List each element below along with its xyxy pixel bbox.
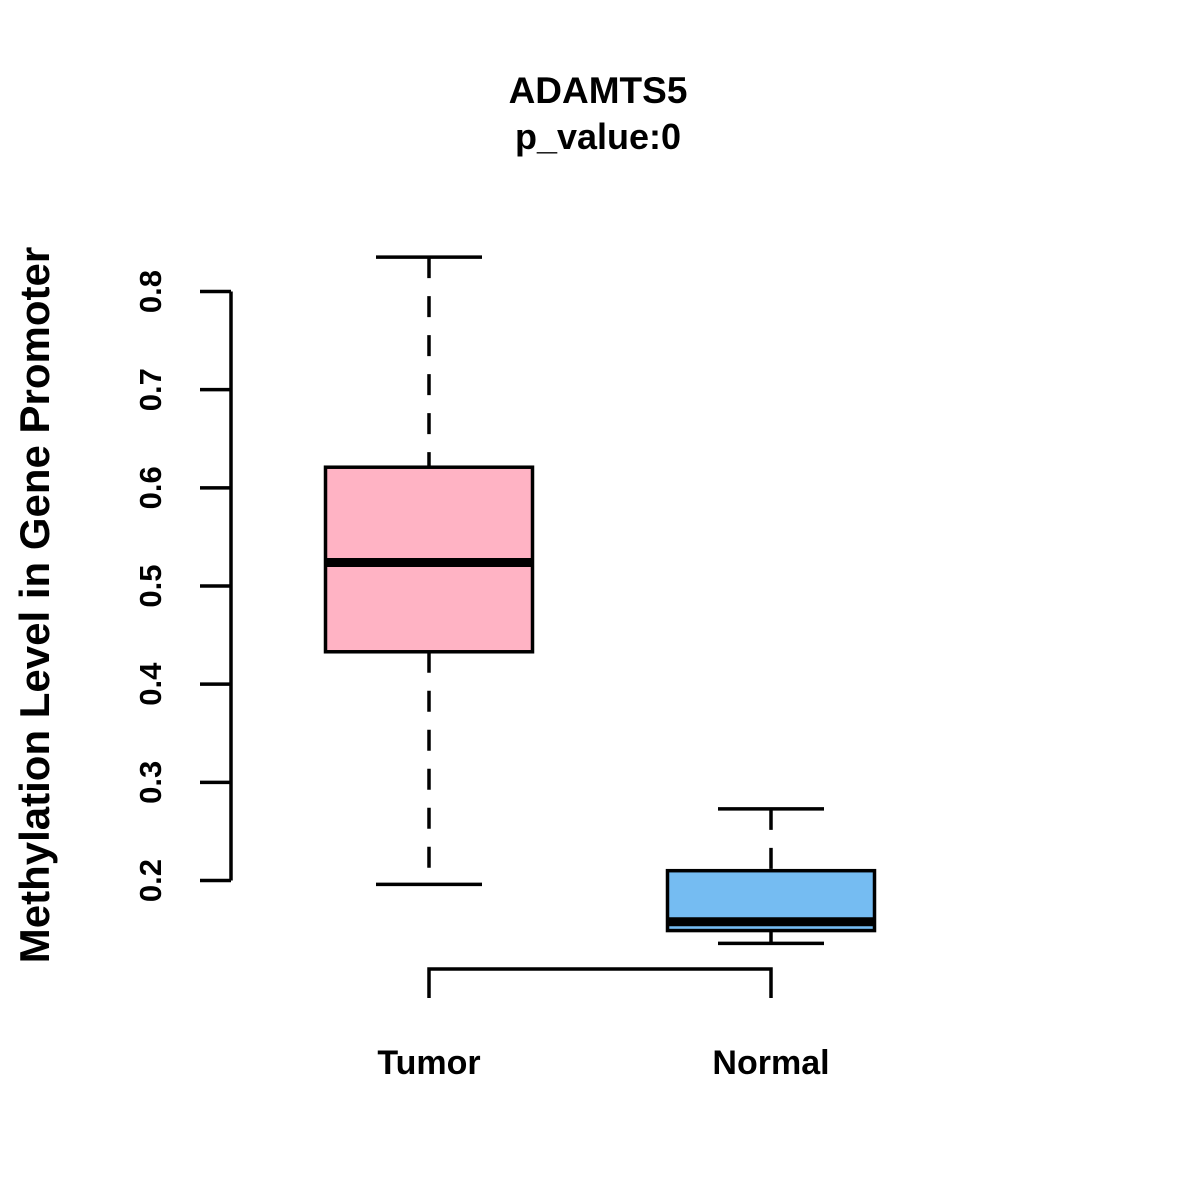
y-tick-label: 0.7 (133, 368, 168, 411)
y-tick-label: 0.5 (133, 564, 168, 607)
y-tick-label: 0.2 (133, 859, 168, 902)
x-axis-bracket (427, 967, 773, 998)
y-tick-label: 0.6 (133, 466, 168, 509)
chart-title: ADAMTS5 (508, 70, 688, 111)
x-label-tumor: Tumor (377, 1044, 480, 1082)
chart-subtitle: p_value:0 (514, 116, 682, 157)
y-tick-label: 0.8 (133, 270, 168, 313)
y-tick-label: 0.3 (133, 761, 168, 804)
y-tick-label: 0.4 (133, 662, 168, 706)
x-label-normal: Normal (712, 1044, 829, 1082)
chart-title-block: ADAMTS5 p_value:0 (231, 68, 965, 160)
